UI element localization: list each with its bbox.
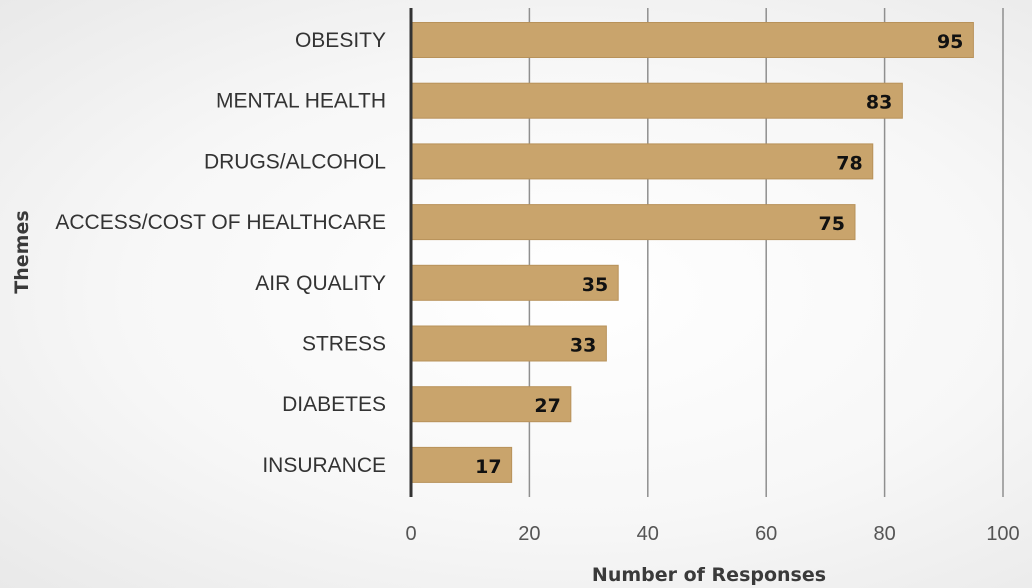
y-axis-title: Themes — [11, 210, 33, 293]
data-label: 35 — [582, 274, 608, 296]
data-label: 17 — [475, 456, 501, 478]
data-label: 33 — [570, 335, 596, 357]
category-label: AIR QUALITY — [255, 272, 386, 295]
bar — [410, 264, 619, 301]
bar — [410, 386, 572, 423]
bar — [410, 22, 974, 58]
data-label: 27 — [534, 395, 560, 417]
category-label: MENTAL HEALTH — [216, 90, 386, 113]
category-label: OBESITY — [295, 29, 386, 52]
category-label: DRUGS/ALCOHOL — [204, 150, 386, 173]
bar — [410, 446, 513, 483]
bar — [410, 143, 874, 180]
x-tick-label: 20 — [518, 523, 540, 545]
data-label: 95 — [937, 31, 963, 53]
data-label: 78 — [836, 152, 862, 174]
bar — [410, 82, 903, 119]
data-labels: 95 83 78 75 35 33 27 17 — [475, 31, 963, 478]
x-tick-label: 100 — [986, 523, 1019, 545]
category-label: INSURANCE — [262, 454, 386, 477]
gridlines — [528, 8, 1004, 497]
x-tick-labels: 0 20 40 60 80 100 — [405, 523, 1019, 545]
x-tick-label: 80 — [873, 523, 895, 545]
data-label: 75 — [819, 213, 845, 235]
category-label: DIABETES — [282, 393, 386, 416]
bar — [410, 204, 856, 241]
data-label: 83 — [866, 92, 892, 114]
bar — [410, 325, 607, 362]
x-tick-label: 60 — [755, 523, 777, 545]
category-labels: OBESITY MENTAL HEALTH DRUGS/ALCOHOL ACCESS/… — [55, 29, 386, 477]
x-axis-title: Number of Responses — [592, 564, 826, 586]
category-label: ACCESS/COST OF HEALTHCARE — [55, 211, 386, 234]
x-tick-label: 40 — [637, 523, 659, 545]
x-tick-label: 0 — [405, 523, 416, 545]
category-label: STRESS — [302, 333, 386, 356]
